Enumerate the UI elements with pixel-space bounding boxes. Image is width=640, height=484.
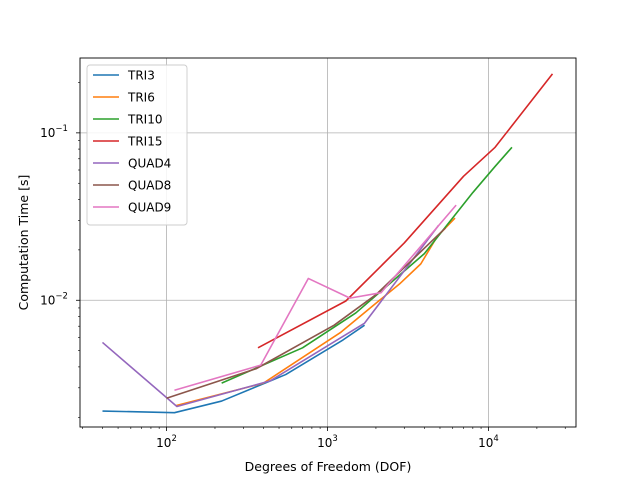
y-axis-label: Computation Time [s]	[16, 175, 31, 311]
series-line-quad9	[174, 204, 457, 392]
legend-label: TRI6	[127, 91, 155, 105]
series-line-quad4	[101, 224, 440, 408]
series-lines	[101, 73, 554, 414]
legend-label: QUAD4	[128, 157, 171, 171]
x-axis-label: Degrees of Freedom (DOF)	[245, 459, 412, 474]
legend: TRI3 TRI6 TRI10 TRI15 QUAD4 QUAD8 QUAD9	[86, 64, 188, 226]
legend-label: TRI3	[127, 69, 155, 83]
series-line-tri15	[257, 73, 554, 349]
legend-label: TRI15	[127, 135, 162, 149]
series-line-tri10	[221, 146, 513, 384]
series-line-tri3	[102, 324, 366, 414]
legend-label: QUAD8	[128, 179, 171, 193]
legend-label: QUAD9	[128, 201, 171, 215]
axes-frame	[79, 57, 577, 428]
legend-label: TRI10	[127, 113, 162, 127]
